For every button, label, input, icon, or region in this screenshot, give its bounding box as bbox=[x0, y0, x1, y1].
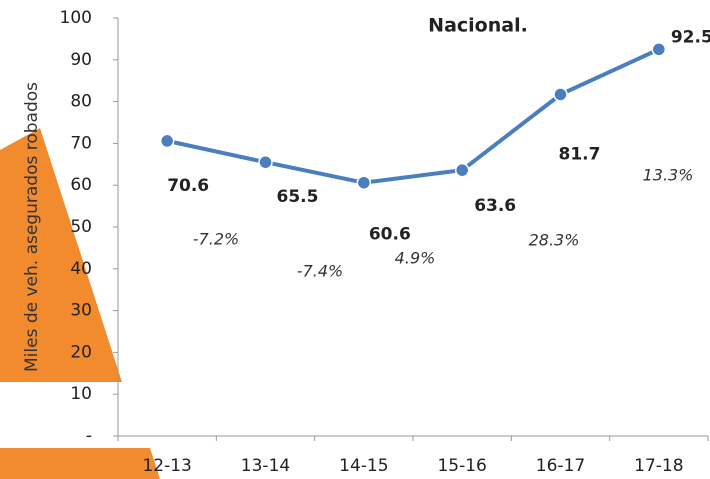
marker bbox=[159, 133, 175, 149]
data-label: 63.6 bbox=[474, 196, 516, 216]
data-label: 65.5 bbox=[277, 187, 319, 207]
chart-title: Nacional. bbox=[428, 15, 528, 37]
y-tick-label: 30 bbox=[70, 301, 92, 321]
y-tick-label: 70 bbox=[70, 133, 92, 153]
marker bbox=[553, 87, 568, 102]
y-tick-label: 10 bbox=[70, 384, 92, 404]
data-label: 60.6 bbox=[369, 225, 411, 245]
line bbox=[166, 47, 660, 185]
y-tick-label: 90 bbox=[70, 50, 92, 70]
data-label: 92.5 bbox=[671, 27, 710, 47]
y-tick-label: 50 bbox=[70, 217, 92, 237]
annotation: -7.4% bbox=[297, 262, 343, 281]
y-tick-label: 60 bbox=[70, 175, 92, 195]
marker bbox=[651, 42, 667, 57]
x-tick-label: 13-14 bbox=[241, 456, 290, 476]
x-tick-label: 17-18 bbox=[634, 456, 683, 476]
marker bbox=[454, 162, 470, 178]
y-tick-label: 80 bbox=[70, 92, 92, 112]
x-tick-label: 16-17 bbox=[536, 456, 585, 476]
decor-triangle bbox=[0, 128, 122, 382]
data-label: 81.7 bbox=[559, 144, 601, 164]
x-tick-label: 14-15 bbox=[339, 456, 388, 476]
data-label: 70.6 bbox=[167, 176, 209, 196]
y-tick-label: 100 bbox=[60, 8, 92, 28]
y-tick-label: 40 bbox=[70, 259, 92, 279]
y-tick-label: 20 bbox=[70, 342, 92, 362]
x-tick-label: 12-13 bbox=[142, 456, 191, 476]
annotation: 13.3% bbox=[643, 166, 694, 185]
annotation: 4.9% bbox=[395, 249, 436, 268]
marker bbox=[258, 154, 273, 170]
x-tick-label: 15-16 bbox=[437, 456, 486, 476]
decor-bar bbox=[0, 448, 160, 479]
marker bbox=[356, 175, 372, 190]
y-axis-label: Miles de veh. asegurados robados bbox=[22, 82, 42, 372]
annotation: -7.2% bbox=[193, 230, 239, 249]
y-tick-label: - bbox=[86, 426, 92, 446]
annotation: 28.3% bbox=[529, 231, 580, 250]
